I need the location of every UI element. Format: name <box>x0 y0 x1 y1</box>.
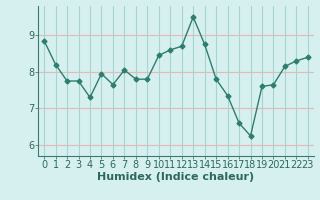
X-axis label: Humidex (Indice chaleur): Humidex (Indice chaleur) <box>97 172 255 182</box>
